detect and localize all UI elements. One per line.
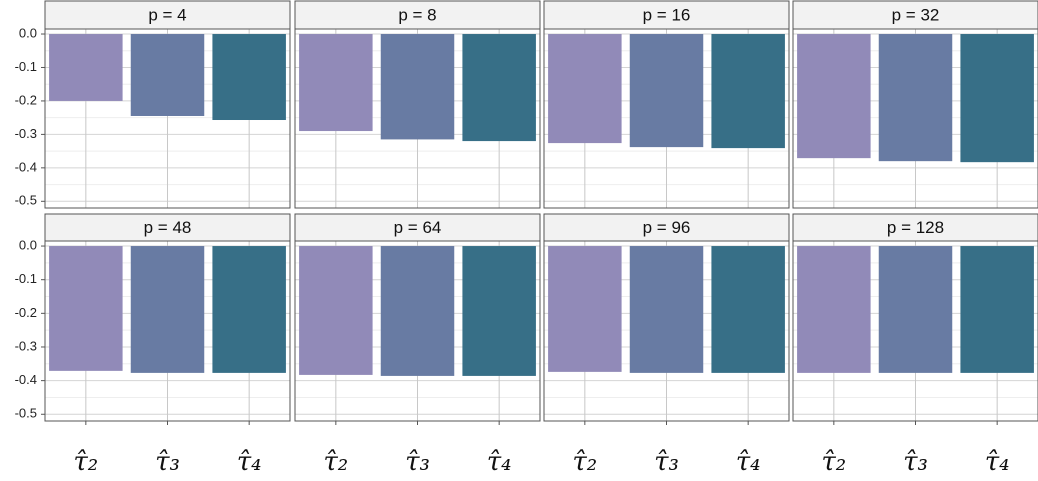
strip <box>543 213 790 242</box>
y-tick-label: -0.1 <box>15 59 37 74</box>
x-tick-label: τ̂₂ <box>572 447 597 477</box>
panel-border <box>44 28 291 209</box>
strip <box>792 0 1038 30</box>
bar <box>49 246 123 371</box>
x-tick-label: τ̂₂ <box>821 447 846 477</box>
y-tick-label: 0.0 <box>19 237 37 252</box>
strip <box>792 213 1038 242</box>
x-tick-label: τ̂₃ <box>654 447 679 477</box>
x-tick-label: τ̂₄ <box>487 447 512 477</box>
bar <box>130 246 205 373</box>
x-tick-label: τ̂₃ <box>155 447 180 477</box>
bar <box>380 34 455 140</box>
y-tick-label: -0.4 <box>15 159 37 174</box>
bar <box>212 34 286 121</box>
y-tick-label: -0.5 <box>15 406 37 421</box>
bar <box>629 246 704 373</box>
x-tick-label: τ̂₂ <box>323 447 348 477</box>
strip-title: p = 64 <box>394 218 442 237</box>
strip <box>543 0 790 30</box>
bar <box>548 246 622 372</box>
bar <box>711 246 785 373</box>
bar <box>299 34 373 132</box>
bar <box>380 246 455 376</box>
bar <box>878 246 953 373</box>
panel-border <box>543 28 790 209</box>
bar <box>299 246 373 375</box>
strip-title: p = 8 <box>398 5 436 24</box>
panel-border <box>792 28 1038 209</box>
bar <box>462 246 536 376</box>
y-tick-label: -0.4 <box>15 372 37 387</box>
bar <box>960 246 1034 373</box>
bar <box>797 246 871 373</box>
bar <box>960 34 1034 163</box>
strip-title: p = 128 <box>887 218 944 237</box>
x-tick-label: τ̂₂ <box>73 447 98 477</box>
bar <box>878 34 953 162</box>
strip <box>44 213 291 242</box>
strip-title: p = 48 <box>144 218 192 237</box>
strip <box>294 0 541 30</box>
bar <box>212 246 286 373</box>
x-tick-label: τ̂₄ <box>237 447 262 477</box>
y-tick-label: -0.2 <box>15 305 37 320</box>
bar <box>462 34 536 142</box>
strip-title: p = 96 <box>643 218 691 237</box>
strip-title: p = 4 <box>148 5 186 24</box>
panel-border <box>294 28 541 209</box>
strip-title: p = 16 <box>643 5 691 24</box>
x-tick-label: τ̂₃ <box>405 447 430 477</box>
y-tick-label: -0.3 <box>15 126 37 141</box>
strip <box>44 0 291 30</box>
y-tick-label: -0.1 <box>15 271 37 286</box>
bar <box>629 34 704 148</box>
strip <box>294 213 541 242</box>
bar <box>130 34 205 116</box>
y-tick-label: 0.0 <box>19 25 37 40</box>
y-tick-label: -0.5 <box>15 193 37 208</box>
x-tick-label: τ̂₄ <box>736 447 761 477</box>
y-tick-label: -0.2 <box>15 92 37 107</box>
bar <box>797 34 871 159</box>
strip-title: p = 32 <box>892 5 940 24</box>
y-tick-label: -0.3 <box>15 338 37 353</box>
bar <box>711 34 785 149</box>
bar <box>49 34 123 101</box>
x-tick-label: τ̂₄ <box>985 447 1010 477</box>
bar <box>548 34 622 144</box>
x-tick-label: τ̂₃ <box>903 447 928 477</box>
